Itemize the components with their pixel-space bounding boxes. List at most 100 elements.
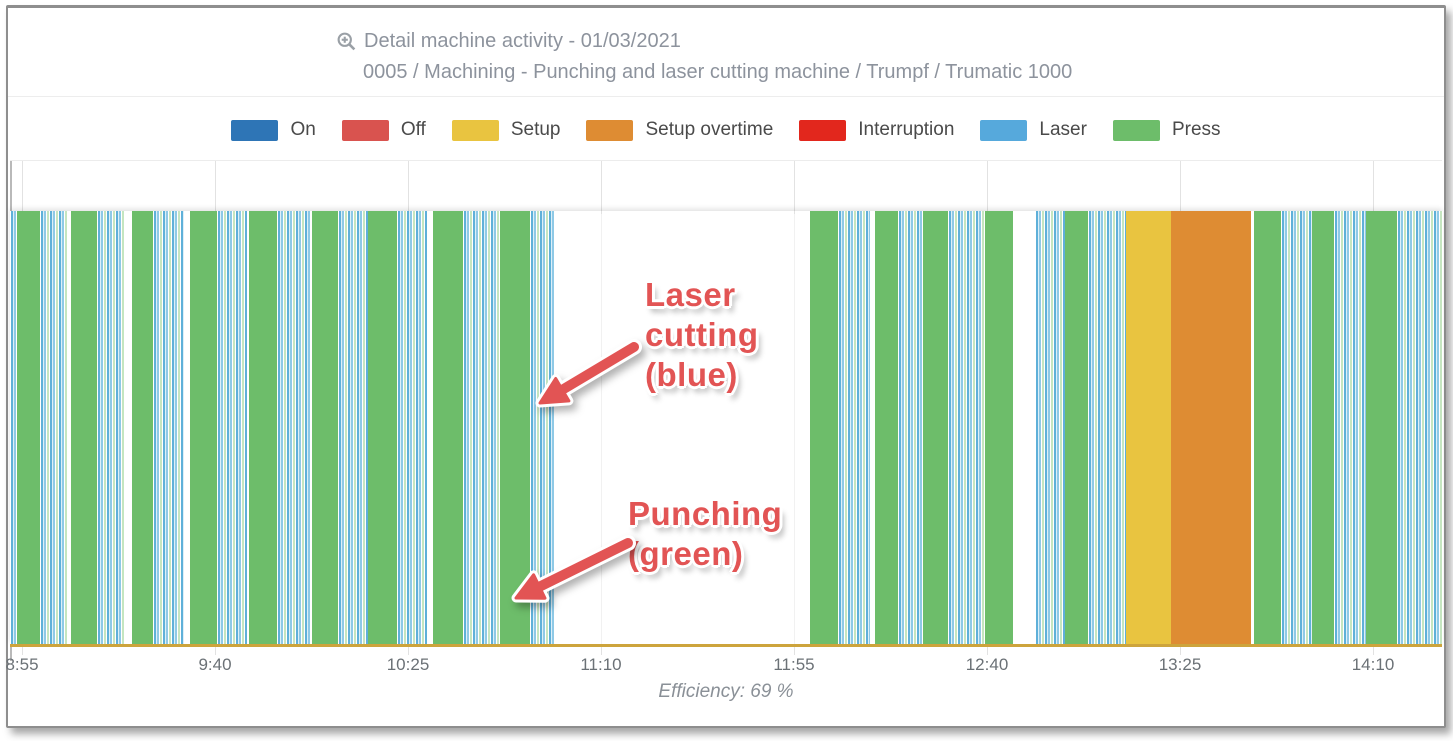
segment-laser: [948, 211, 985, 644]
legend-label: Laser: [1039, 119, 1087, 140]
legend-label: On: [290, 119, 316, 140]
segment-setup: [1126, 211, 1171, 644]
legend-item-press[interactable]: Press: [1112, 119, 1221, 141]
tick-mark-top: [408, 161, 409, 214]
tick-mark-top: [987, 161, 988, 214]
gridline: [601, 161, 602, 645]
x-axis-tick-label: 12:40: [965, 655, 1009, 674]
chart-header: Detail machine activity - 01/03/2021 000…: [336, 30, 1072, 84]
tick-mark-bottom: [1373, 645, 1374, 655]
chart-subtitle: 0005 / Machining - Punching and laser cu…: [363, 61, 1073, 83]
segment-laser: [40, 211, 67, 644]
legend-label: Setup: [510, 119, 561, 140]
x-axis-tick-label: 11:10: [580, 655, 622, 674]
segment-laser: [530, 211, 555, 644]
legend-item-setup[interactable]: Setup: [451, 119, 561, 141]
tick-mark-bottom: [1180, 645, 1181, 655]
machine-activity-panel: Detail machine activity - 01/03/2021 000…: [5, 5, 1446, 728]
baseline-gold: [10, 644, 1442, 647]
segment-press: [190, 211, 217, 644]
segment-laser: [838, 211, 870, 644]
legend-swatch: [341, 119, 389, 141]
x-axis-tick-label: 9:40: [198, 655, 232, 674]
segment-press: [985, 211, 1013, 644]
segment-press: [1065, 211, 1088, 644]
segment-laser: [1281, 211, 1312, 644]
gridline: [794, 161, 795, 645]
x-axis-tick-label: 14:10: [1351, 655, 1395, 674]
segment-laser: [10, 211, 17, 644]
segment-setup_ot: [1171, 211, 1251, 644]
segment-press: [1366, 211, 1397, 644]
segment-laser: [1035, 211, 1065, 644]
segment-laser: [1397, 211, 1443, 644]
annotation-line: (blue): [645, 356, 738, 393]
tick-mark-bottom: [215, 645, 216, 655]
segment-press: [17, 211, 40, 644]
legend-label: Off: [400, 119, 426, 140]
segment-press: [368, 211, 397, 644]
segment-press: [1312, 211, 1334, 644]
x-axis-tick-label: 11:55: [773, 655, 815, 674]
tick-mark-bottom: [408, 645, 409, 655]
legend-swatch: [1112, 119, 1160, 141]
segment-press: [249, 211, 277, 644]
annotation-line: Punching: [628, 495, 783, 532]
tick-mark-bottom: [794, 645, 795, 655]
x-axis-tick-label: 8:55: [5, 655, 39, 674]
tick-mark-top: [1180, 161, 1181, 214]
annotation-line: cutting: [645, 316, 759, 353]
legend-item-off[interactable]: Off: [341, 119, 426, 141]
annotation-punching: Punching (green): [628, 494, 782, 574]
tick-mark-top: [215, 161, 216, 214]
segment-laser: [97, 211, 125, 644]
segment-press: [810, 211, 838, 644]
legend-label: Setup overtime: [645, 119, 774, 140]
segment-laser: [153, 211, 184, 644]
segment-laser: [898, 211, 923, 644]
tick-mark-top: [1373, 161, 1374, 214]
legend-item-interruption[interactable]: Interruption: [799, 119, 954, 141]
segment-laser: [463, 211, 500, 644]
legend: On Off Setup Setup overtime Interruption Lase…: [8, 107, 1444, 153]
chart-plot-area[interactable]: 8:55 9:40 10:25 11:10 11:55 12:40 13:25 14:10 E…: [5, 160, 1443, 720]
segment-laser: [277, 211, 310, 644]
segment-press: [132, 211, 153, 644]
segment-press: [71, 211, 97, 644]
segment-laser: [338, 211, 368, 644]
x-axis-tick-label: 10:25: [386, 655, 430, 674]
segment-laser: [217, 211, 247, 644]
tick-mark-bottom: [22, 645, 23, 655]
zoom-in-icon[interactable]: [336, 31, 357, 52]
legend-item-on[interactable]: On: [231, 119, 316, 141]
segment-press: [923, 211, 948, 644]
tick-mark-bottom: [987, 645, 988, 655]
efficiency-label: Efficiency: 69 %: [658, 681, 794, 702]
legend-swatch: [980, 119, 1028, 141]
annotation-line: (green): [628, 535, 744, 572]
tick-mark-top: [794, 161, 795, 214]
segment-press: [1254, 211, 1281, 644]
header-divider: [8, 96, 1444, 97]
legend-swatch: [799, 119, 847, 141]
segment-press: [500, 211, 530, 644]
annotation-line: Laser: [645, 276, 736, 313]
segment-laser: [1088, 211, 1126, 644]
chart-title: Detail machine activity - 01/03/2021: [364, 30, 681, 52]
legend-label: Interruption: [858, 119, 955, 140]
legend-item-setup-overtime[interactable]: Setup overtime: [586, 119, 773, 141]
annotation-laser: Laser cutting (blue): [645, 275, 758, 395]
legend-item-laser[interactable]: Laser: [980, 119, 1087, 141]
segment-laser: [397, 211, 427, 644]
legend-swatch: [451, 119, 499, 141]
segment-press: [875, 211, 898, 644]
tick-mark-top: [22, 161, 23, 214]
segment-idle: [125, 211, 132, 644]
tick-mark-bottom: [601, 645, 602, 655]
segment-laser: [1334, 211, 1366, 644]
x-axis-tick-label: 13:25: [1158, 655, 1202, 674]
segment-press: [312, 211, 338, 644]
legend-swatch: [231, 119, 279, 141]
legend-label: Press: [1171, 119, 1221, 140]
legend-swatch: [586, 119, 634, 141]
